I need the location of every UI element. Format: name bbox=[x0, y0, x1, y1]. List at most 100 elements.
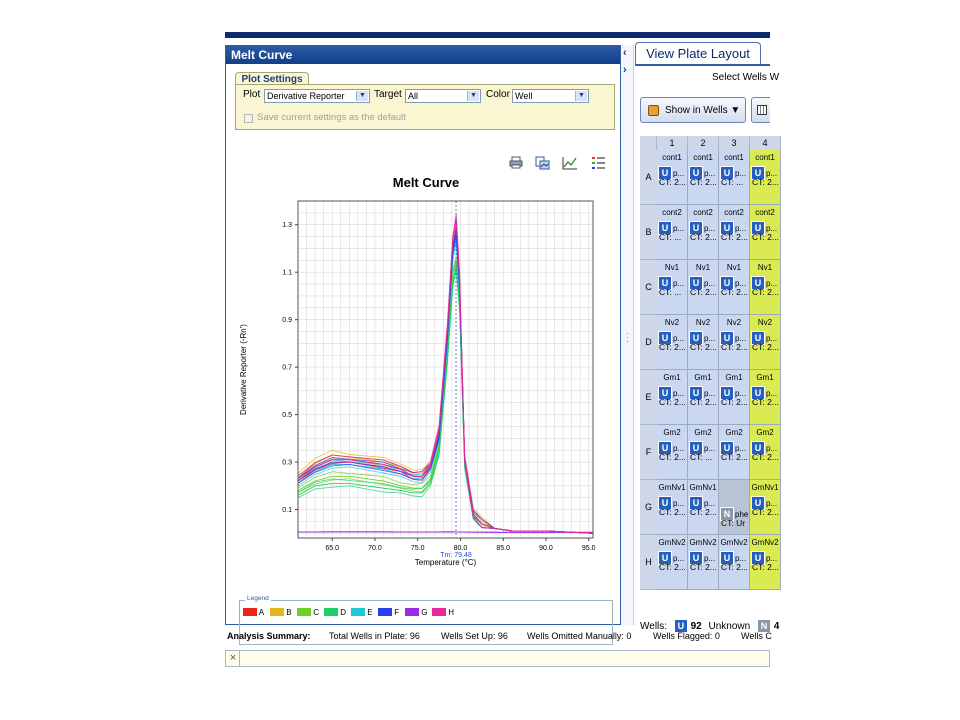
plate-row-header[interactable]: D bbox=[640, 315, 657, 370]
well-target-text: p... bbox=[735, 554, 747, 563]
wells-c-text: Wells C bbox=[741, 631, 772, 641]
plot-select[interactable]: Derivative Reporter ▼ bbox=[264, 89, 370, 103]
target-select[interactable]: All ▼ bbox=[405, 89, 481, 103]
plate-row-header[interactable]: H bbox=[640, 535, 657, 590]
legend-label: H bbox=[448, 608, 455, 617]
series-line-d[interactable] bbox=[297, 263, 594, 534]
plate-column-header[interactable]: 3 bbox=[719, 136, 750, 150]
series-line-h[interactable] bbox=[297, 213, 594, 534]
well-sample-name: GmNv2 bbox=[658, 538, 686, 547]
plate-column-header[interactable]: 1 bbox=[657, 136, 688, 150]
plate-row-header[interactable]: C bbox=[640, 260, 657, 315]
plate-row-header[interactable]: E bbox=[640, 370, 657, 425]
unknown-task-badge: U bbox=[689, 441, 703, 455]
save-default-checkbox[interactable] bbox=[244, 114, 253, 123]
series-line-c[interactable] bbox=[297, 263, 594, 534]
chevron-right-icon[interactable]: › bbox=[623, 64, 627, 76]
legend-item[interactable]: F bbox=[378, 607, 399, 619]
melt-curve-chart[interactable]: Melt Curve 65.0 70.0 75.0 80.0 85.0 90.0 95.0 0… bbox=[226, 171, 620, 583]
series-line-c[interactable] bbox=[297, 260, 594, 534]
plate-column-header[interactable]: 4 bbox=[750, 136, 781, 150]
plate-column-header[interactable]: 2 bbox=[688, 136, 719, 150]
grid-view-button[interactable] bbox=[751, 97, 770, 123]
series-line-g[interactable] bbox=[297, 531, 593, 533]
drag-handle-icon[interactable]: · · · bbox=[626, 329, 629, 346]
legend-item[interactable]: H bbox=[432, 607, 454, 619]
analysis-summary-label: Analysis Summary: bbox=[227, 631, 311, 641]
unknown-task-badge: U bbox=[720, 551, 734, 565]
legend-item[interactable]: D bbox=[324, 607, 346, 619]
list-icon[interactable] bbox=[590, 156, 606, 170]
line-plot-icon[interactable] bbox=[562, 156, 578, 170]
plate-row-header[interactable]: A bbox=[640, 150, 657, 205]
well-sample-name: Nv2 bbox=[664, 318, 680, 327]
well-target-text: p... bbox=[673, 499, 685, 508]
well-ct-value: CT: 2... bbox=[690, 177, 717, 187]
copy-image-icon[interactable] bbox=[534, 156, 550, 170]
unknown-task-badge: U bbox=[658, 551, 672, 565]
well-ct-value: CT: 2... bbox=[659, 562, 686, 572]
legend-item[interactable]: G bbox=[405, 607, 427, 619]
legend-item[interactable]: E bbox=[351, 607, 373, 619]
series-line-h[interactable] bbox=[297, 220, 594, 534]
close-icon[interactable]: × bbox=[227, 651, 240, 666]
legend-item[interactable]: A bbox=[243, 607, 264, 619]
unknown-task-badge: U bbox=[658, 221, 672, 235]
tab-view-plate-layout[interactable]: View Plate Layout bbox=[635, 42, 761, 64]
grid-icon bbox=[757, 105, 767, 115]
plate-row-header[interactable]: F bbox=[640, 425, 657, 480]
tab-underline bbox=[635, 64, 770, 66]
series-line-c[interactable] bbox=[297, 256, 594, 534]
legend-item[interactable]: B bbox=[270, 607, 292, 619]
well-sample-name: Nv1 bbox=[664, 263, 680, 272]
plot-settings-tab[interactable]: Plot Settings bbox=[235, 72, 309, 85]
unknown-task-badge: U bbox=[689, 276, 703, 290]
color-select[interactable]: Well ▼ bbox=[512, 89, 589, 103]
series-line-d[interactable] bbox=[297, 267, 594, 534]
plate-row-header[interactable]: G bbox=[640, 480, 657, 535]
legend-item[interactable]: C bbox=[297, 607, 319, 619]
chevron-left-icon[interactable]: ‹ bbox=[623, 47, 627, 59]
panel-splitter[interactable]: ‹ › · · · bbox=[621, 45, 634, 625]
series-line-d[interactable] bbox=[297, 270, 594, 534]
plate-row-header[interactable]: B bbox=[640, 205, 657, 260]
show-in-wells-button[interactable]: Show in Wells ▼ bbox=[640, 97, 746, 123]
print-icon[interactable] bbox=[508, 156, 524, 170]
